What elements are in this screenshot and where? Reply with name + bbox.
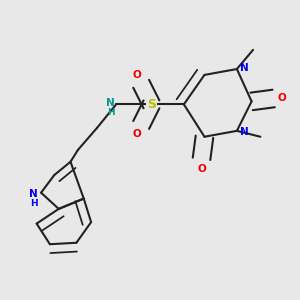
Text: H: H xyxy=(107,108,115,117)
Text: O: O xyxy=(277,94,286,103)
Text: O: O xyxy=(132,70,141,80)
Text: S: S xyxy=(147,98,156,111)
Text: N: N xyxy=(240,63,249,73)
Text: H: H xyxy=(30,199,38,208)
Text: N: N xyxy=(240,127,249,137)
Text: N: N xyxy=(29,189,38,199)
Text: O: O xyxy=(197,164,206,174)
Text: N: N xyxy=(106,98,115,108)
Text: O: O xyxy=(132,128,141,139)
